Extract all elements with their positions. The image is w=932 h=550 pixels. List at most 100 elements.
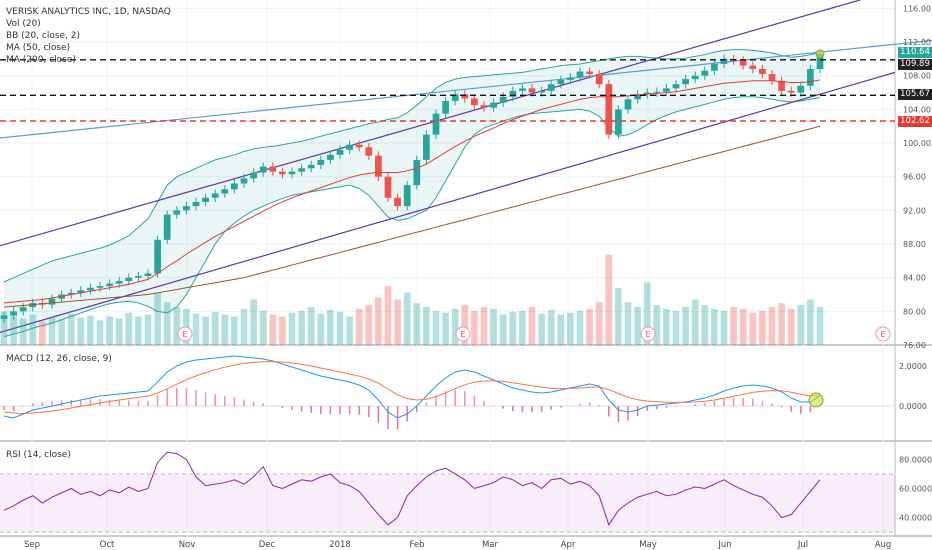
rsi-tick-label: 40.0000 [899,514,932,523]
volume-bar [413,303,421,345]
price-tick-label: 112.00 [903,38,931,47]
volume-bar [298,310,305,345]
volume-bar [711,308,718,345]
volume-bar [77,317,85,345]
long-trend-line [0,39,932,139]
x-tick-label: Apr [561,540,576,550]
bb-area [4,49,820,337]
volume-bar [730,307,737,345]
candle-body [231,183,238,190]
volume-bar [739,308,747,345]
volume-bar [624,302,632,345]
volume-bar [240,308,248,345]
candle-body [154,239,161,274]
candle-body [499,96,507,103]
volume-bar [154,292,161,345]
volume-bar [672,310,680,345]
volume-bar [135,316,142,345]
candle-body [595,74,603,85]
volume-bar [663,308,670,345]
macd-tick-label: 0.0000 [899,402,927,411]
candle-body [307,164,315,169]
candlesticks [0,49,824,324]
candle-body [135,276,142,278]
volume-bar [595,302,603,345]
rsi-tick-label: 60.0000 [899,485,932,494]
candle-body [336,149,344,155]
volume-bar [519,310,526,345]
candle-body [797,85,805,93]
ma50-line [3,79,821,304]
candle-body [768,74,776,81]
volume-bar [279,316,286,345]
indicator-vol[interactable]: Vol (20) [6,19,41,29]
candle-body [432,113,440,135]
candle-body [711,63,718,71]
volume-bar [87,315,94,345]
volume-bar [451,308,459,345]
candle-body [586,71,593,75]
candle-body [327,154,334,160]
candle-body [739,60,747,66]
volume-bar [720,310,728,345]
candle-body [269,166,277,172]
indicator-ma50[interactable]: MA (50, close) [6,43,71,53]
volume-bar [259,310,267,345]
earnings-badge-label: E [645,330,650,339]
candle-body [615,109,622,135]
signal-line [3,361,820,415]
candle-body [211,193,219,198]
volume-bar [634,307,641,345]
volume-bar [403,292,411,345]
volume-bar [192,313,200,345]
rsi-title[interactable]: RSI (14, close) [6,450,71,460]
candle-body [634,94,641,100]
candle-body [403,185,411,207]
volume-bar [39,321,46,345]
price-tag-level-2: 105.67 [898,89,932,100]
macd-tick-label: 2.0000 [899,362,927,371]
volume-bar [346,316,353,345]
volume-bar [759,310,766,345]
candle-body [115,281,123,284]
chart-title: VERISK ANALYTICS INC, 1D, NASDAQ [6,7,171,17]
volume-bar [480,307,488,345]
x-tick-label: Feb [409,540,424,550]
candle-body [519,88,526,91]
volume-bar [115,318,123,345]
price-tick-label: 76.00 [903,341,926,350]
volume-bar [19,318,27,345]
volume-bar [557,314,565,345]
volume-bar [691,299,699,345]
candle-body [490,102,497,108]
candle-body [442,100,449,114]
indicator-ma200[interactable]: MA (200, close) [6,55,76,65]
volume-bar [461,305,469,345]
volume-bar [336,311,344,345]
candle-body [67,292,75,295]
candle-body [701,70,709,76]
candle-body [163,214,171,240]
volume-bar [768,307,776,345]
candle-body [384,176,392,198]
candle-body [663,88,670,92]
volume-bar [576,310,584,345]
volume-bar [682,307,689,345]
volume-bar [125,312,133,345]
candle-body [77,290,85,293]
candle-body [192,201,200,207]
candle-body [288,171,296,175]
earnings-badge-label: E [460,330,465,339]
x-tick-label: Sep [24,540,40,550]
moving-averages [3,79,821,308]
volume-bar [778,303,785,345]
earnings-badge-label: E [880,330,885,339]
indicator-bb[interactable]: BB (20, close, 2) [6,31,81,41]
volume-bar [29,314,37,345]
volume-bar [701,305,709,345]
price-tick-label: 88.00 [903,240,926,249]
volume-bar [365,305,373,345]
candle-body [279,171,286,175]
macd-title[interactable]: MACD (12, 26, close, 9) [6,354,112,364]
